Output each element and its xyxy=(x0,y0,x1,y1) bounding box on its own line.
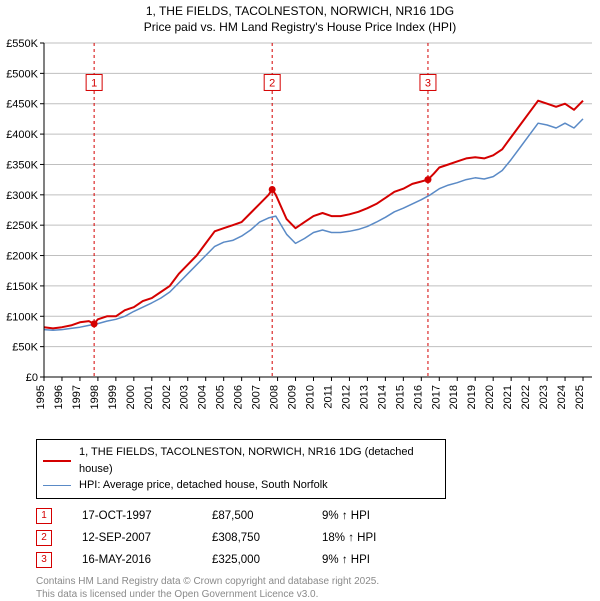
footer-line-1: Contains HM Land Registry data © Crown c… xyxy=(36,575,592,588)
svg-text:2006: 2006 xyxy=(233,385,245,409)
chart-area: £0 £50K £100K £150K £200K £250K £300K £350K £400… xyxy=(0,35,600,435)
svg-text:2015: 2015 xyxy=(394,385,406,409)
svg-text:£200K: £200K xyxy=(6,251,38,263)
svg-text:£300K: £300K xyxy=(6,190,38,202)
transaction-date: 16-MAY-2016 xyxy=(82,554,212,566)
svg-text:2014: 2014 xyxy=(376,385,388,409)
svg-text:£550K: £550K xyxy=(6,38,38,50)
line-chart-svg: £0 £50K £100K £150K £200K £250K £300K £350K £400… xyxy=(0,35,600,435)
svg-text:2005: 2005 xyxy=(215,385,227,409)
svg-text:£450K: £450K xyxy=(6,99,38,111)
svg-text:2008: 2008 xyxy=(269,385,281,409)
transaction-pct: 9% ↑ HPI xyxy=(322,554,442,566)
svg-text:2025: 2025 xyxy=(574,385,586,409)
svg-text:2007: 2007 xyxy=(251,385,263,409)
legend-item: 1, THE FIELDS, TACOLNESTON, NORWICH, NR1… xyxy=(43,444,439,477)
title-line-2: Price paid vs. HM Land Registry's House … xyxy=(8,20,592,36)
svg-text:2019: 2019 xyxy=(466,385,478,409)
transaction-marker: 2 xyxy=(36,530,52,546)
svg-text:£0: £0 xyxy=(26,372,38,384)
legend-swatch xyxy=(43,460,71,462)
svg-text:1995: 1995 xyxy=(35,385,47,409)
chart-title: 1, THE FIELDS, TACOLNESTON, NORWICH, NR1… xyxy=(0,0,600,35)
svg-text:1997: 1997 xyxy=(71,385,83,409)
legend-item: HPI: Average price, detached house, Sout… xyxy=(43,477,439,494)
svg-text:2017: 2017 xyxy=(430,385,442,409)
svg-text:£100K: £100K xyxy=(6,311,38,323)
svg-text:2016: 2016 xyxy=(412,385,424,409)
svg-text:2004: 2004 xyxy=(197,385,209,409)
svg-text:£150K: £150K xyxy=(6,281,38,293)
svg-text:2024: 2024 xyxy=(556,385,568,409)
transaction-marker: 3 xyxy=(36,552,52,568)
svg-text:2003: 2003 xyxy=(179,385,191,409)
svg-text:2000: 2000 xyxy=(125,385,137,409)
transaction-pct: 18% ↑ HPI xyxy=(322,532,442,544)
title-line-1: 1, THE FIELDS, TACOLNESTON, NORWICH, NR1… xyxy=(8,4,592,20)
svg-text:£500K: £500K xyxy=(6,69,38,81)
svg-text:2013: 2013 xyxy=(358,385,370,409)
svg-text:1: 1 xyxy=(91,78,97,90)
svg-text:2023: 2023 xyxy=(538,385,550,409)
transactions-table: 117-OCT-1997£87,5009% ↑ HPI212-SEP-2007£… xyxy=(36,505,592,571)
legend-label: 1, THE FIELDS, TACOLNESTON, NORWICH, NR1… xyxy=(79,444,439,477)
legend-label: HPI: Average price, detached house, Sout… xyxy=(79,477,328,494)
svg-text:2009: 2009 xyxy=(287,385,299,409)
svg-text:2021: 2021 xyxy=(502,385,514,409)
transaction-price: £308,750 xyxy=(212,532,322,544)
svg-text:1998: 1998 xyxy=(89,385,101,409)
transaction-price: £87,500 xyxy=(212,510,322,522)
transaction-row: 1 17-OCT-1997£87,5009% ↑ HPI xyxy=(36,505,592,527)
svg-text:2001: 2001 xyxy=(143,385,155,409)
svg-text:2002: 2002 xyxy=(161,385,173,409)
legend-swatch xyxy=(43,485,71,486)
svg-text:2010: 2010 xyxy=(305,385,317,409)
svg-text:£50K: £50K xyxy=(12,342,38,354)
transaction-row: 3 16-MAY-2016£325,0009% ↑ HPI xyxy=(36,549,592,571)
svg-text:2012: 2012 xyxy=(340,385,352,409)
transaction-marker: 1 xyxy=(36,508,52,524)
svg-text:2: 2 xyxy=(269,78,275,90)
svg-text:1999: 1999 xyxy=(107,385,119,409)
svg-text:2022: 2022 xyxy=(520,385,532,409)
legend: 1, THE FIELDS, TACOLNESTON, NORWICH, NR1… xyxy=(36,439,446,499)
transaction-price: £325,000 xyxy=(212,554,322,566)
svg-text:3: 3 xyxy=(425,78,431,90)
svg-text:£350K: £350K xyxy=(6,160,38,172)
svg-text:2018: 2018 xyxy=(448,385,460,409)
svg-text:1996: 1996 xyxy=(53,385,65,409)
footer-note: Contains HM Land Registry data © Crown c… xyxy=(36,575,592,601)
svg-text:2011: 2011 xyxy=(322,385,334,409)
transaction-row: 2 12-SEP-2007£308,75018% ↑ HPI xyxy=(36,527,592,549)
svg-text:2020: 2020 xyxy=(484,385,496,409)
transaction-date: 17-OCT-1997 xyxy=(82,510,212,522)
svg-text:£250K: £250K xyxy=(6,220,38,232)
svg-text:£400K: £400K xyxy=(6,129,38,141)
transaction-pct: 9% ↑ HPI xyxy=(322,510,442,522)
transaction-date: 12-SEP-2007 xyxy=(82,532,212,544)
